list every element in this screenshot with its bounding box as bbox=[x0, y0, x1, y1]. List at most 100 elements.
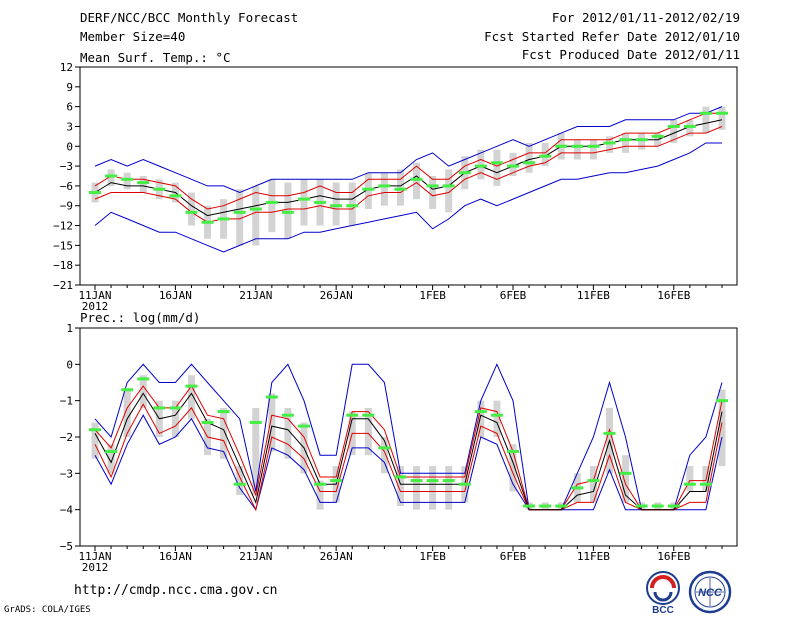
spread-box bbox=[622, 455, 630, 503]
fcst-started: Fcst Started Refer Date 2012/01/10 bbox=[484, 29, 740, 44]
spread-box bbox=[493, 400, 501, 437]
spread-box bbox=[139, 375, 147, 408]
x-tick-label: 6FEB bbox=[500, 289, 527, 302]
median-marker bbox=[346, 204, 359, 208]
spread-box bbox=[509, 152, 517, 176]
median-marker bbox=[667, 124, 680, 128]
x-tick-label: 1FEB bbox=[419, 550, 446, 563]
median-marker bbox=[137, 181, 150, 185]
x-tick-label: 16JAN bbox=[159, 550, 192, 563]
median-marker bbox=[249, 207, 262, 211]
median-marker bbox=[410, 177, 423, 181]
median-marker bbox=[474, 164, 487, 168]
grads-credit: GrADS: COLA/IGES bbox=[4, 605, 91, 615]
median-marker bbox=[507, 164, 519, 168]
median-marker bbox=[523, 504, 536, 508]
median-marker bbox=[298, 197, 310, 201]
spread-box bbox=[123, 389, 131, 437]
median-marker bbox=[410, 479, 423, 483]
y-tick-label: −21 bbox=[53, 279, 73, 292]
spread-box bbox=[139, 176, 147, 193]
min-line bbox=[94, 142, 722, 253]
spread-box bbox=[525, 142, 533, 173]
median-marker bbox=[394, 187, 407, 191]
median-marker bbox=[233, 482, 246, 486]
spread-box bbox=[670, 119, 678, 143]
spread-box bbox=[380, 172, 388, 206]
spread-box bbox=[413, 466, 421, 510]
x-tick-label: 11FEB bbox=[577, 550, 610, 563]
spread-box bbox=[702, 106, 710, 134]
x-tick-label: 21JAN bbox=[239, 289, 272, 302]
spread-box bbox=[236, 466, 244, 496]
median-marker bbox=[330, 204, 343, 208]
median-marker bbox=[716, 111, 728, 115]
y-tick-label: −3 bbox=[60, 160, 73, 173]
median-marker bbox=[523, 161, 536, 165]
median-marker bbox=[169, 194, 182, 198]
y-tick-label: −5 bbox=[60, 540, 73, 553]
median-marker bbox=[587, 144, 600, 148]
median-marker bbox=[185, 384, 198, 388]
spread-box bbox=[429, 466, 437, 510]
forecast-period: For 2012/01/11-2012/02/19 bbox=[551, 10, 740, 25]
median-marker bbox=[603, 141, 616, 145]
spread-box bbox=[622, 133, 630, 153]
median-marker bbox=[89, 191, 101, 195]
max-line bbox=[94, 106, 723, 194]
bcc-logo-text: BCC bbox=[652, 605, 674, 616]
plot-frame bbox=[79, 66, 738, 286]
median-marker bbox=[217, 217, 230, 221]
median-marker bbox=[555, 144, 568, 148]
median-marker bbox=[378, 446, 391, 450]
spread-box bbox=[396, 466, 404, 507]
spread-box bbox=[187, 375, 195, 419]
y-tick-label: −15 bbox=[53, 239, 73, 252]
spread-box bbox=[509, 444, 517, 492]
y-tick-label: −2 bbox=[60, 431, 73, 444]
median-marker bbox=[458, 171, 471, 175]
y-tick-label: −18 bbox=[53, 259, 73, 272]
median-marker bbox=[699, 482, 712, 486]
median-marker bbox=[716, 399, 728, 403]
chart-title: DERF/NCC/BCC Monthly Forecast bbox=[80, 10, 299, 25]
median-marker bbox=[281, 413, 294, 417]
panel-2: Prec.: log(mm/d) −5 −4 −3 −2 −1 0 1 11JAN 16JAN 21… bbox=[60, 310, 738, 574]
spread-box bbox=[284, 407, 292, 459]
median-marker bbox=[153, 187, 166, 191]
spread-box bbox=[718, 106, 726, 130]
median-marker bbox=[346, 413, 359, 417]
spread-box bbox=[268, 393, 276, 452]
spread-box bbox=[316, 480, 324, 510]
median-marker bbox=[281, 210, 294, 214]
x-tick-label: 6FEB bbox=[500, 550, 527, 563]
x-tick-label: 11JAN bbox=[78, 289, 111, 302]
min-line bbox=[94, 414, 723, 511]
median-marker bbox=[667, 504, 680, 508]
spread-box bbox=[380, 437, 388, 474]
median-marker bbox=[426, 184, 439, 188]
fcst-produced: Fcst Produced Date 2012/01/11 bbox=[521, 47, 740, 62]
spread-box bbox=[396, 169, 404, 206]
median-marker bbox=[571, 144, 584, 148]
mean-line bbox=[94, 119, 723, 217]
median-marker bbox=[121, 388, 134, 392]
median-marker bbox=[185, 210, 198, 214]
spread-box bbox=[445, 466, 453, 510]
y-tick-label: −12 bbox=[53, 220, 73, 233]
x-year-label: 2012 bbox=[82, 561, 109, 574]
x-tick-label: 1FEB bbox=[419, 289, 446, 302]
median-marker bbox=[426, 479, 439, 483]
median-marker bbox=[169, 406, 182, 410]
y-tick-label: 9 bbox=[66, 81, 73, 94]
x-year-label: 2012 bbox=[82, 300, 109, 313]
spread-box bbox=[284, 182, 292, 239]
median-marker bbox=[137, 377, 150, 381]
mean-minus-sd-line bbox=[94, 403, 723, 512]
spread-box bbox=[686, 466, 694, 492]
source-url[interactable]: http://cmdp.ncc.cma.gov.cn bbox=[74, 583, 278, 598]
spread-box bbox=[573, 139, 581, 160]
spread-box bbox=[477, 149, 485, 180]
x-tick-label: 21JAN bbox=[239, 550, 272, 563]
